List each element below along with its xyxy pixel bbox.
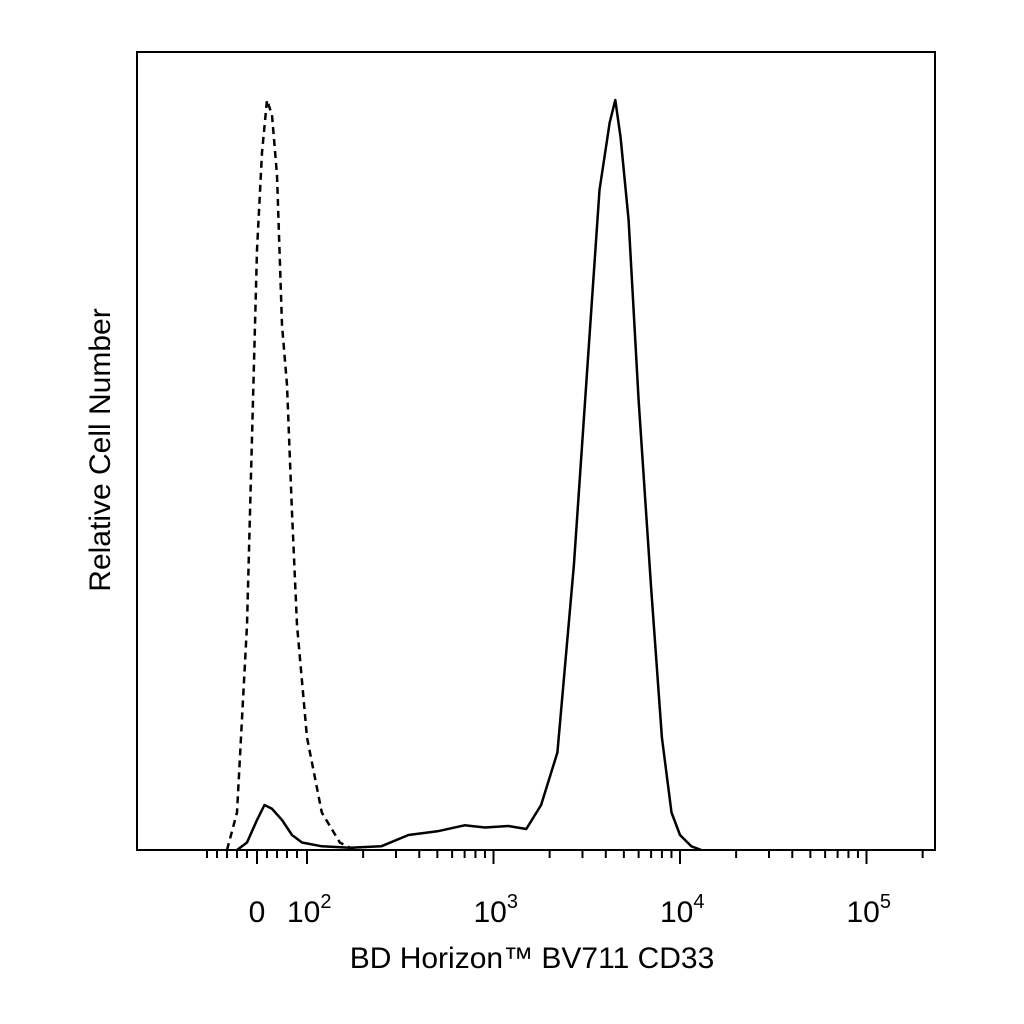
x-tick-label: 105 (847, 891, 892, 929)
y-axis-label: Relative Cell Number (84, 308, 117, 591)
x-axis-label: BD Horizon™ BV711 CD33 (350, 942, 715, 975)
isotype-control-histogram (225, 98, 356, 852)
x-axis-tick-labels: 0 102 103 104 105 (249, 891, 891, 929)
x-tick-label: 102 (287, 891, 332, 929)
x-tick-label: 104 (660, 891, 705, 929)
x-tick-label: 0 (249, 896, 266, 929)
series-group (225, 98, 702, 852)
cd33-stained-histogram (236, 98, 702, 852)
plot-frame (136, 51, 936, 851)
x-tick-label: 103 (474, 891, 519, 929)
x-axis-ticks (206, 850, 924, 864)
